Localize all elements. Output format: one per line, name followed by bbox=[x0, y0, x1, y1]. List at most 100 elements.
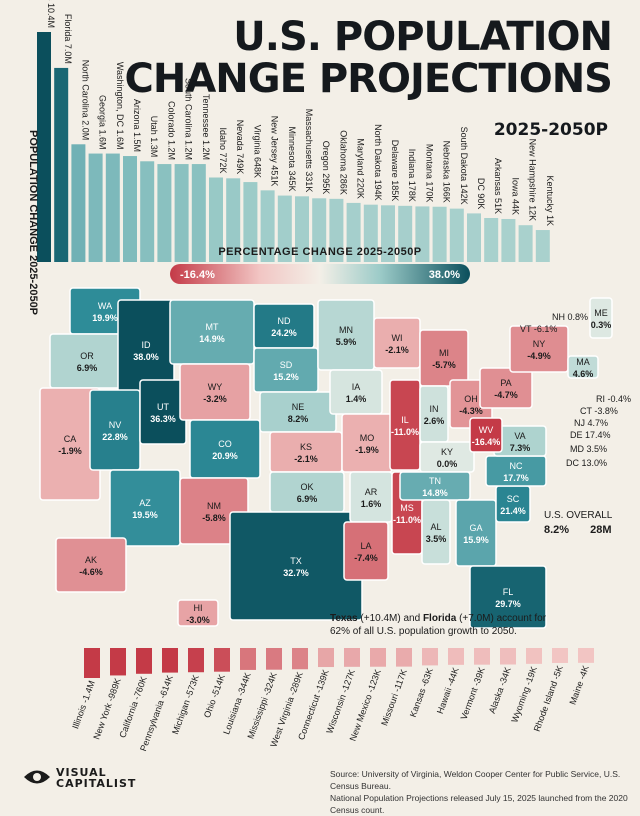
state-code-nv: NV bbox=[109, 420, 122, 430]
loss-bar-california bbox=[136, 648, 152, 674]
loss-bar-west-virginia bbox=[292, 648, 308, 670]
loss-label-louisiana: Louisiana -344K bbox=[221, 671, 253, 736]
gain-label-north-dakota: North Dakota 194K bbox=[373, 124, 383, 201]
gain-label-kentucky: Kentucky 1K bbox=[545, 176, 555, 227]
state-pct-ok: 6.9% bbox=[297, 494, 318, 504]
state-pct-az: 19.5% bbox=[132, 510, 158, 520]
state-code-mn: MN bbox=[339, 325, 353, 335]
gain-bar-montana bbox=[415, 206, 430, 262]
loss-bar-mississippi bbox=[266, 648, 282, 670]
source-line-2: National Population Projections released… bbox=[330, 793, 628, 815]
state-ga bbox=[455, 499, 497, 567]
state-ar bbox=[349, 471, 393, 523]
gain-bar-virginia bbox=[243, 182, 258, 262]
gain-label-iowa: Iowa 44K bbox=[510, 177, 520, 215]
state-code-ca: CA bbox=[64, 434, 77, 444]
gain-bar-iowa bbox=[501, 218, 516, 262]
state-pct-hi: -3.0% bbox=[186, 615, 210, 625]
state-pct-ky: 0.0% bbox=[437, 459, 458, 469]
gain-bar-delaware bbox=[381, 205, 395, 262]
gain-chart-title: POPULATION CHANGE 2025-2050P bbox=[27, 130, 39, 315]
state-code-sd: SD bbox=[280, 360, 293, 370]
loss-bar-vermont bbox=[474, 648, 490, 665]
side-label-md: MD 3.5% bbox=[570, 444, 607, 454]
gain-bar-texas bbox=[37, 32, 51, 262]
state-ia bbox=[329, 369, 383, 415]
state-ak bbox=[55, 537, 127, 593]
gain-label-new-jersey: New Jersey 451K bbox=[270, 116, 280, 187]
gain-label-south-carolina: South Carolina 1.2M bbox=[184, 78, 194, 160]
state-code-mo: MO bbox=[360, 433, 375, 443]
legend-max: 38.0% bbox=[429, 269, 460, 281]
state-pct-pa: -4.7% bbox=[494, 390, 518, 400]
gain-bar-south-dakota bbox=[449, 208, 464, 262]
state-pct-va: 7.3% bbox=[510, 443, 531, 453]
loss-bar-pennsylvania bbox=[162, 648, 178, 673]
state-pct-mo: -1.9% bbox=[355, 445, 379, 455]
state-code-wy: WY bbox=[208, 382, 223, 392]
gain-label-massachusetts: Massachusetts 331K bbox=[304, 109, 314, 193]
side-label-nj: NJ 4.7% bbox=[574, 418, 608, 428]
legend-title: PERCENTAGE CHANGE 2025-2050P bbox=[218, 246, 422, 258]
loss-label-hawaii: Hawaii -44K bbox=[435, 666, 461, 715]
state-me bbox=[589, 297, 613, 339]
state-code-hi: HI bbox=[194, 603, 203, 613]
legend-min: -16.4% bbox=[180, 269, 215, 281]
state-code-ma: MA bbox=[576, 357, 590, 367]
loss-label-wyoming: Wyoming -19K bbox=[509, 665, 539, 724]
state-il bbox=[389, 379, 421, 471]
state-pct-ks: -2.1% bbox=[294, 454, 318, 464]
state-pct-wi: -2.1% bbox=[385, 345, 409, 355]
note-rest: account for 62% of all U.S. population g… bbox=[330, 613, 547, 637]
state-pct-sc: 21.4% bbox=[500, 506, 526, 516]
loss-bar-maine bbox=[578, 648, 594, 663]
loss-bar-kansas bbox=[422, 648, 438, 666]
state-co bbox=[189, 419, 261, 479]
loss-bar-michigan bbox=[188, 648, 204, 673]
gain-label-washington-dc: Washington, DC 1.6M bbox=[115, 62, 125, 150]
gain-label-texas: Texas 10.4M bbox=[46, 0, 56, 28]
gain-bar-dc bbox=[467, 213, 481, 262]
pct-legend: -16.4% 38.0% bbox=[170, 264, 470, 284]
state-mi bbox=[419, 329, 469, 387]
state-code-fl: FL bbox=[503, 587, 514, 597]
gain-label-arkansas: Arkansas 51K bbox=[493, 158, 503, 214]
gain-bar-chart: Texas 10.4M Florida 7.0M North Carolina 2.… bbox=[27, 0, 555, 315]
state-code-mi: MI bbox=[439, 348, 449, 358]
state-pct-id: 38.0% bbox=[133, 352, 159, 362]
gain-bar-nebraska bbox=[432, 206, 447, 262]
title-line-2: CHANGE PROJECTIONS bbox=[124, 56, 613, 102]
state-code-nm: NM bbox=[207, 501, 221, 511]
gain-label-dc: DC 90K bbox=[476, 178, 486, 210]
state-code-ok: OK bbox=[300, 482, 313, 492]
note-texas: Texas bbox=[330, 613, 358, 624]
state-code-ia: IA bbox=[352, 382, 361, 392]
gain-bar-arkansas bbox=[484, 217, 499, 262]
source-line-1: Source: University of Virginia, Weldon C… bbox=[330, 769, 621, 791]
loss-bar-louisiana bbox=[240, 648, 256, 670]
state-code-va: VA bbox=[514, 431, 525, 441]
loss-label-maine: Maine -4K bbox=[567, 664, 590, 706]
gain-label-minnesota: Minnesota 345K bbox=[287, 127, 297, 192]
gain-bar-new-jersey bbox=[260, 190, 275, 262]
loss-bar-new-york bbox=[110, 648, 126, 676]
gain-label-new-hampshire: New Hampshire 12K bbox=[528, 139, 538, 222]
state-tx bbox=[229, 511, 363, 621]
loss-bar-wisconsin bbox=[344, 648, 360, 667]
gain-bar-south-carolina bbox=[174, 164, 189, 262]
loss-bar-ohio bbox=[214, 648, 230, 672]
state-wv bbox=[469, 417, 503, 453]
gain-label-utah: Utah 1.3M bbox=[149, 116, 159, 158]
state-ma bbox=[567, 355, 599, 379]
gain-bar-nevada bbox=[226, 178, 241, 262]
state-al bbox=[421, 499, 451, 565]
gain-bar-oregon bbox=[312, 198, 327, 262]
state-pct-or: 6.9% bbox=[77, 363, 98, 373]
state-in bbox=[419, 385, 449, 443]
gain-label-south-dakota: South Dakota 142K bbox=[459, 127, 469, 205]
loss-bar-illinois bbox=[84, 648, 100, 678]
state-pct-ga: 15.9% bbox=[463, 535, 489, 545]
state-code-in: IN bbox=[430, 404, 439, 414]
gain-bar-kentucky bbox=[535, 230, 550, 262]
